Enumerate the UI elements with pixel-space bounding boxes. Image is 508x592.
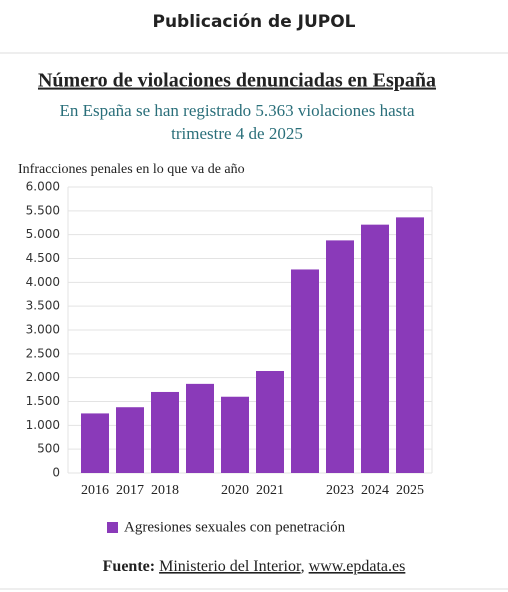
- y-tick-label: 5.500: [26, 203, 60, 217]
- bar: [361, 224, 389, 473]
- y-tick-label: 0: [52, 466, 60, 480]
- y-tick-label: 3.500: [26, 299, 60, 313]
- bar: [291, 269, 319, 473]
- legend-swatch: [107, 522, 118, 533]
- x-tick-label: 2018: [151, 483, 179, 498]
- source-label: Fuente:: [103, 558, 155, 575]
- bar: [116, 407, 144, 473]
- y-tick-label: 4.500: [26, 251, 60, 265]
- y-tick-label: 5.000: [26, 227, 60, 241]
- source-link[interactable]: Ministerio del Interior: [159, 558, 302, 575]
- bar: [186, 383, 214, 473]
- x-tick-label: 2021: [256, 483, 284, 498]
- source-separator: ,: [301, 558, 305, 575]
- chart-title: Número de violaciones denunciadas en Esp…: [38, 70, 436, 92]
- y-tick-label: 6.000: [26, 180, 60, 194]
- bar: [151, 391, 179, 473]
- x-tick-label: 2024: [361, 483, 389, 498]
- x-tick-label: 2017: [116, 483, 144, 498]
- legend-label: Agresiones sexuales con penetración: [124, 519, 346, 535]
- y-tick-label: 3.000: [26, 323, 60, 337]
- y-tick-label: 2.000: [26, 370, 60, 384]
- y-tick-label: 2.500: [26, 346, 60, 360]
- chart-subtitle: trimestre 4 de 2025: [171, 124, 303, 143]
- y-tick-label: 1.000: [26, 418, 60, 432]
- source-link[interactable]: www.epdata.es: [309, 558, 406, 575]
- x-tick-label: 2023: [326, 483, 354, 498]
- source: Fuente: Ministerio del Interior, www.epd…: [103, 558, 406, 575]
- y-tick-label: 4.000: [26, 275, 60, 289]
- x-tick-label: 2016: [81, 483, 109, 498]
- y-tick-label: 500: [37, 442, 60, 456]
- bar: [396, 217, 424, 473]
- bar: [326, 240, 354, 473]
- bar: [81, 413, 109, 473]
- header-title: Publicación de JUPOL: [152, 12, 355, 32]
- y-axis-label: Infracciones penales en lo que va de año: [18, 162, 245, 177]
- x-tick-label: 2020: [221, 483, 249, 498]
- chart-subtitle: En España se han registrado 5.363 violac…: [59, 101, 414, 120]
- x-tick-label: 2025: [396, 483, 424, 498]
- bar: [221, 396, 249, 473]
- bar: [256, 370, 284, 473]
- y-tick-label: 1.500: [26, 394, 60, 408]
